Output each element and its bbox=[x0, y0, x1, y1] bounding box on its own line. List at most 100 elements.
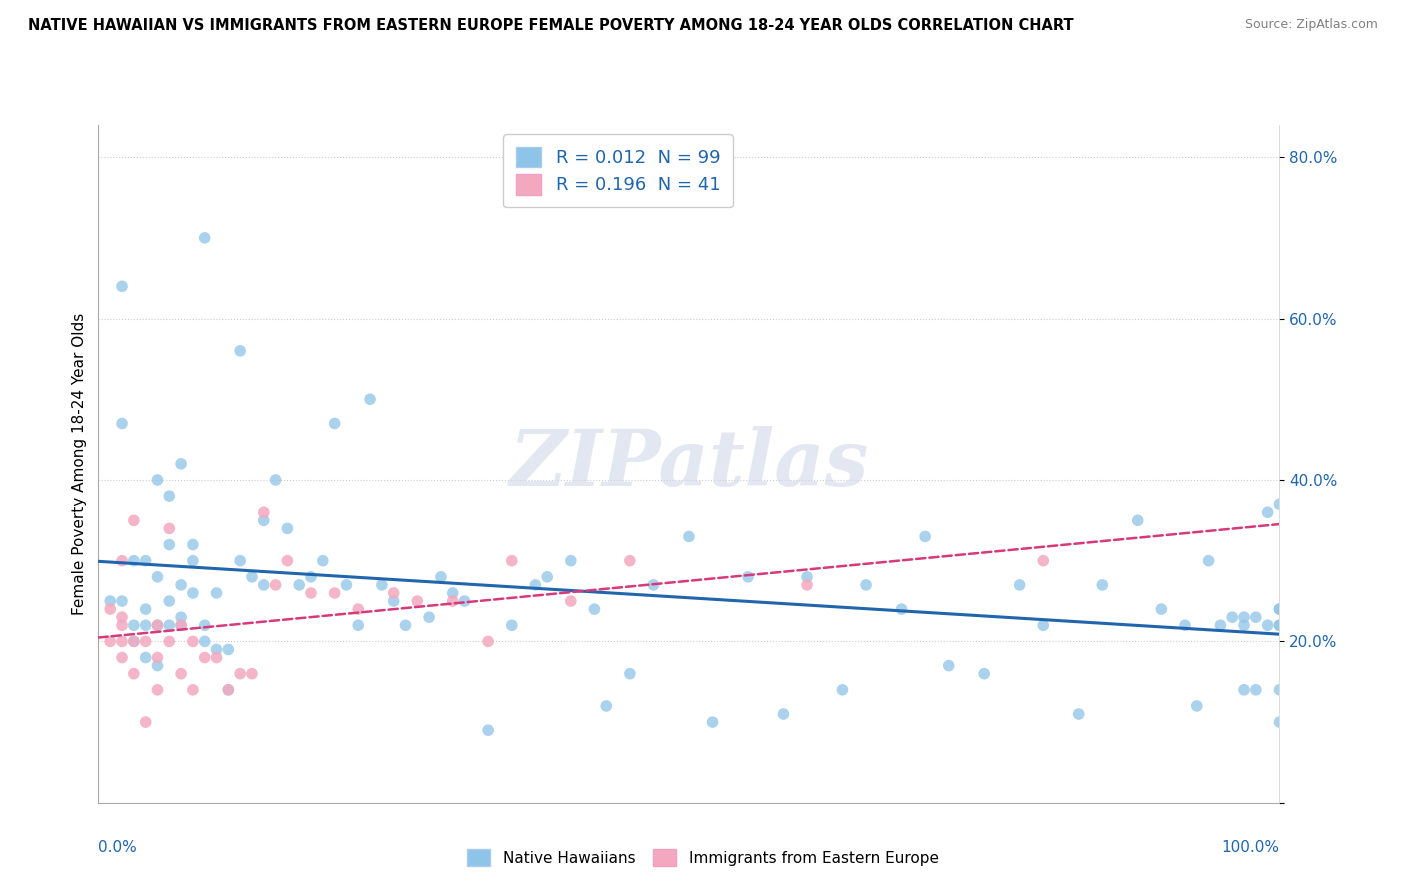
Point bbox=[1268, 715, 1291, 730]
Text: Source: ZipAtlas.com: Source: ZipAtlas.com bbox=[1244, 18, 1378, 31]
Y-axis label: Female Poverty Among 18-24 Year Olds: Female Poverty Among 18-24 Year Olds bbox=[72, 313, 87, 615]
Point bbox=[194, 618, 217, 632]
Legend: R = 0.012  N = 99, R = 0.196  N = 41: R = 0.012 N = 99, R = 0.196 N = 41 bbox=[503, 134, 733, 207]
Point bbox=[524, 578, 547, 592]
Point bbox=[914, 529, 936, 543]
Point bbox=[737, 570, 759, 584]
Point bbox=[299, 586, 322, 600]
Point bbox=[122, 666, 145, 681]
Point bbox=[170, 610, 193, 624]
Point bbox=[772, 706, 794, 721]
Point bbox=[264, 578, 287, 592]
Point bbox=[181, 634, 204, 648]
Point bbox=[702, 715, 724, 730]
Point bbox=[1150, 602, 1173, 616]
Point bbox=[299, 570, 322, 584]
Point bbox=[477, 634, 499, 648]
Point bbox=[1257, 505, 1279, 519]
Point bbox=[1244, 682, 1267, 697]
Point bbox=[1032, 618, 1054, 632]
Point bbox=[1268, 602, 1291, 616]
Point bbox=[501, 554, 523, 568]
Point bbox=[135, 650, 157, 665]
Point bbox=[1174, 618, 1197, 632]
Point bbox=[170, 457, 193, 471]
Point bbox=[1268, 618, 1291, 632]
Point bbox=[146, 650, 169, 665]
Point bbox=[253, 505, 276, 519]
Point bbox=[1233, 682, 1256, 697]
Point bbox=[146, 618, 169, 632]
Point bbox=[501, 618, 523, 632]
Point bbox=[146, 618, 169, 632]
Point bbox=[1209, 618, 1232, 632]
Point bbox=[111, 279, 134, 293]
Point bbox=[170, 618, 193, 632]
Point bbox=[205, 650, 228, 665]
Point bbox=[1244, 610, 1267, 624]
Point bbox=[418, 610, 440, 624]
Point bbox=[264, 473, 287, 487]
Point bbox=[394, 618, 416, 632]
Point bbox=[1268, 602, 1291, 616]
Point bbox=[157, 489, 180, 503]
Point bbox=[890, 602, 912, 616]
Point bbox=[111, 618, 134, 632]
Point bbox=[229, 343, 252, 358]
Point bbox=[1220, 610, 1243, 624]
Point bbox=[453, 594, 475, 608]
Point bbox=[796, 578, 818, 592]
Point bbox=[217, 682, 239, 697]
Point bbox=[122, 634, 145, 648]
Point bbox=[111, 594, 134, 608]
Point bbox=[323, 417, 346, 431]
Point bbox=[312, 554, 335, 568]
Point bbox=[122, 513, 145, 527]
Legend: Native Hawaiians, Immigrants from Eastern Europe: Native Hawaiians, Immigrants from Easter… bbox=[458, 839, 948, 875]
Point bbox=[1032, 554, 1054, 568]
Point bbox=[217, 642, 239, 657]
Point bbox=[643, 578, 665, 592]
Point bbox=[135, 715, 157, 730]
Point bbox=[111, 610, 134, 624]
Point bbox=[938, 658, 960, 673]
Point bbox=[240, 666, 263, 681]
Point bbox=[441, 594, 464, 608]
Point bbox=[194, 650, 217, 665]
Point bbox=[1008, 578, 1031, 592]
Point bbox=[135, 618, 157, 632]
Point bbox=[973, 666, 995, 681]
Point bbox=[335, 578, 357, 592]
Point bbox=[217, 682, 239, 697]
Point bbox=[595, 698, 617, 713]
Point bbox=[146, 473, 169, 487]
Point bbox=[560, 554, 582, 568]
Point bbox=[619, 666, 641, 681]
Point bbox=[253, 513, 276, 527]
Point bbox=[441, 586, 464, 600]
Point bbox=[253, 578, 276, 592]
Point bbox=[111, 634, 134, 648]
Point bbox=[194, 634, 217, 648]
Point bbox=[98, 634, 121, 648]
Point bbox=[135, 634, 157, 648]
Point bbox=[619, 554, 641, 568]
Point bbox=[430, 570, 453, 584]
Point bbox=[1126, 513, 1149, 527]
Point bbox=[205, 642, 228, 657]
Point bbox=[1268, 497, 1291, 511]
Point bbox=[678, 529, 700, 543]
Point bbox=[1233, 618, 1256, 632]
Point bbox=[831, 682, 853, 697]
Point bbox=[406, 594, 429, 608]
Point bbox=[122, 618, 145, 632]
Point bbox=[560, 594, 582, 608]
Point bbox=[382, 586, 405, 600]
Point bbox=[288, 578, 311, 592]
Point bbox=[583, 602, 606, 616]
Point bbox=[111, 554, 134, 568]
Point bbox=[1067, 706, 1090, 721]
Text: 100.0%: 100.0% bbox=[1222, 840, 1279, 855]
Point bbox=[170, 666, 193, 681]
Point bbox=[135, 554, 157, 568]
